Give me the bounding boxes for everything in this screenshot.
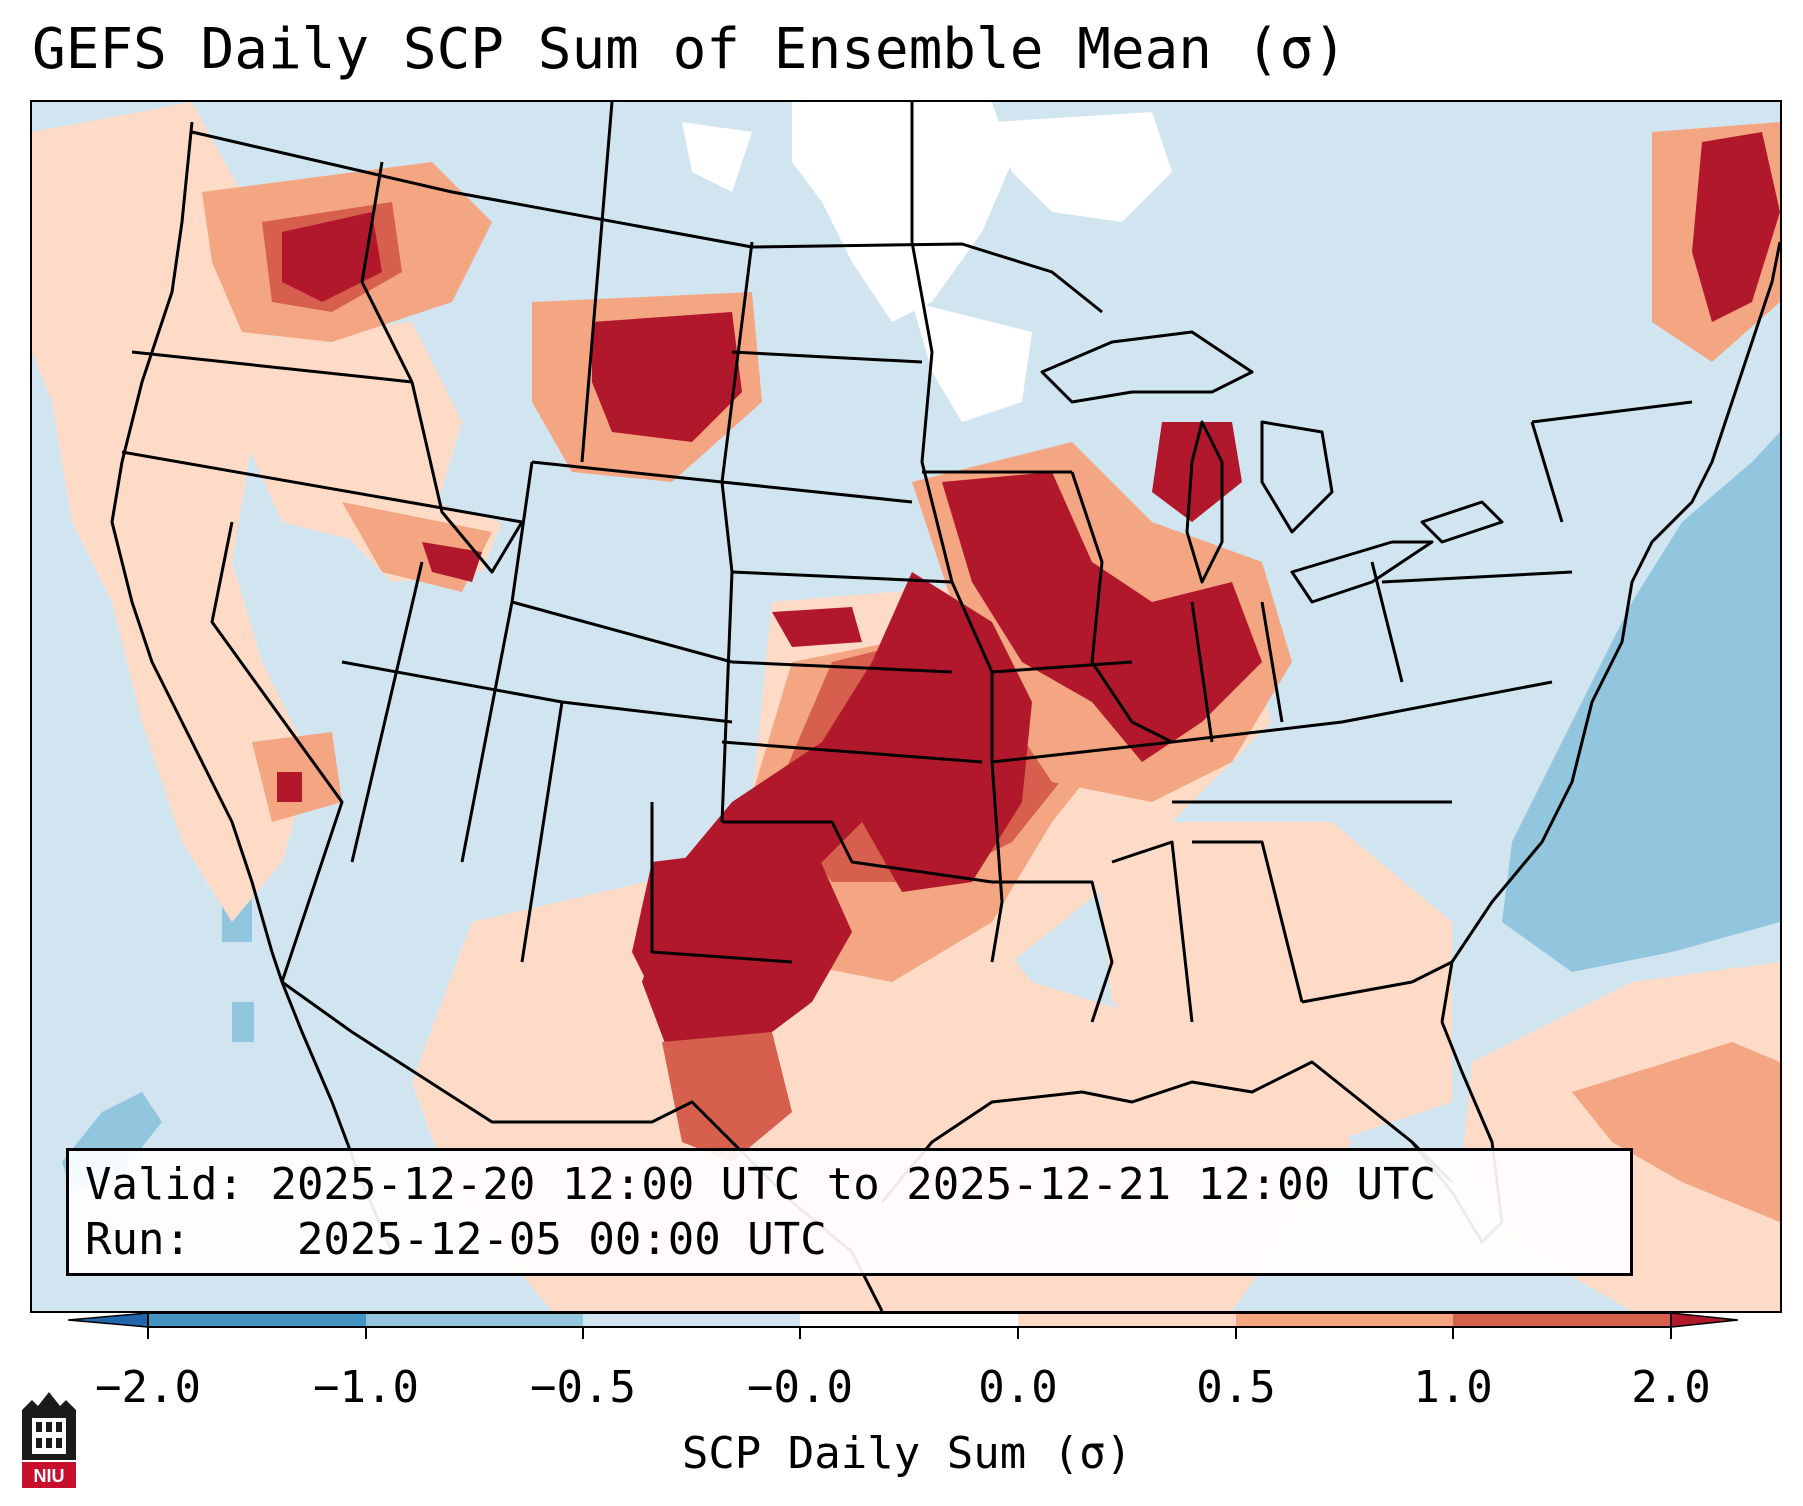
state-boundary [210, 521, 344, 983]
field-near-zero-region [682, 122, 752, 192]
coastline-pacific [110, 121, 284, 983]
field-extreme-mich [1152, 422, 1242, 522]
colorbar [68, 1313, 1738, 1339]
state-boundary [511, 600, 733, 664]
run-time: 2025-12-05 00:00 UTC [296, 1214, 827, 1265]
valid-time: 2025-12-20 12:00 UTC to 2025-12-21 12:00… [270, 1159, 1437, 1210]
map-title: GEFS Daily SCP Sum of Ensemble Mean (σ) [32, 17, 1347, 82]
lake-huron [1260, 420, 1334, 534]
state-boundary [1531, 400, 1693, 424]
state-boundary [1070, 471, 1173, 744]
state-boundary [721, 740, 983, 764]
state-boundary [1190, 601, 1214, 743]
field-extreme-northwest [282, 212, 382, 302]
field-near-zero-region [912, 302, 1032, 422]
colorbar-segment [366, 1313, 583, 1327]
field-extreme-montana [592, 312, 742, 442]
border-canada-us [191, 130, 1103, 314]
state-boundary [580, 102, 614, 463]
field-near-zero-region [792, 102, 1012, 322]
state-boundary [731, 570, 953, 584]
state-boundary [731, 660, 953, 674]
colorbar-tick-label: −1.0 [313, 1362, 419, 1413]
state-boundary [991, 680, 1553, 764]
state-boundary [910, 241, 954, 583]
colorbar-tick-label: 0.5 [1196, 1362, 1276, 1413]
state-boundary [731, 350, 923, 364]
colorbar-segment [1453, 1313, 1671, 1327]
map-panel [30, 100, 1782, 1313]
state-boundary [650, 802, 793, 964]
field-extreme-california [277, 772, 302, 802]
lake-superior [1040, 330, 1254, 404]
colorbar-tick-label: 0.0 [978, 1362, 1058, 1413]
state-boundary [720, 571, 734, 823]
coastline-gulf [880, 1060, 1454, 1203]
colorbar-tick-label: 2.0 [1631, 1362, 1711, 1413]
field-extreme-idaho [422, 542, 482, 582]
state-boundary [360, 161, 414, 383]
field-extreme-nebraska [772, 607, 862, 647]
colorbar-segment [1018, 1313, 1236, 1327]
state-boundary [1111, 840, 1194, 1023]
map-field [32, 102, 1780, 1311]
state-boundary [720, 241, 754, 483]
field-negative-atlantic [1502, 432, 1780, 972]
field-extreme-midwest [942, 472, 1262, 762]
state-boundary [722, 820, 993, 884]
colorbar-segment [148, 1313, 366, 1327]
colorbar-outline [147, 1313, 1672, 1328]
state-boundary [992, 880, 1114, 1023]
field-extreme-newengland [1692, 132, 1780, 322]
colorbar-tick-label: −0.5 [530, 1362, 636, 1413]
field-near-zero-region [992, 112, 1172, 222]
coastline-atlantic [1440, 241, 1780, 1023]
colorbar-extend-low [68, 1313, 149, 1328]
field-moderate-caribbean [1572, 1042, 1780, 1222]
run-label: Run: [85, 1214, 191, 1265]
state-boundary [1370, 561, 1404, 683]
info-box: Valid: 2025-12-20 12:00 UTC to 2025-12-2… [66, 1148, 1633, 1276]
state-boundary [131, 350, 413, 384]
field-extreme-texas [632, 842, 852, 1062]
colorbar-extend-high [1670, 1313, 1738, 1328]
field-negative-pacific [232, 1002, 254, 1042]
state-boundary [350, 561, 424, 863]
lake-ontario [1420, 500, 1504, 544]
colorbar-label: SCP Daily Sum (σ) [681, 1428, 1133, 1479]
colorbar-tick-label: 1.0 [1413, 1362, 1493, 1413]
state-boundary [1530, 421, 1564, 523]
lake-michigan [1185, 420, 1224, 584]
field-positive-southeast [1092, 822, 1452, 1142]
colorbar-segment [583, 1313, 800, 1327]
field-positive-westcoast [222, 322, 462, 542]
colorbar-tick-label: −0.0 [747, 1362, 853, 1413]
state-boundary [721, 480, 913, 504]
state-boundary [121, 450, 523, 524]
valid-label: Valid: [85, 1159, 244, 1210]
state-boundary [531, 460, 734, 573]
state-boundary [410, 381, 524, 574]
state-boundary [561, 700, 733, 724]
colorbar-tick-label: −2.0 [95, 1362, 201, 1413]
niu-logo-icon: NIU [22, 1392, 76, 1488]
state-boundary [1260, 601, 1284, 723]
field-strong-texas-south [662, 1032, 792, 1162]
colorbar-segment [1236, 1313, 1453, 1327]
state-boundary [1301, 960, 1453, 1004]
colorbar-segment [800, 1313, 1018, 1327]
state-boundary [1381, 570, 1573, 584]
lake-erie [1290, 540, 1434, 604]
state-boundary [1192, 840, 1304, 1003]
logo-text: NIU [34, 1466, 65, 1486]
state-boundary [341, 660, 564, 963]
state-boundary [991, 660, 1133, 674]
